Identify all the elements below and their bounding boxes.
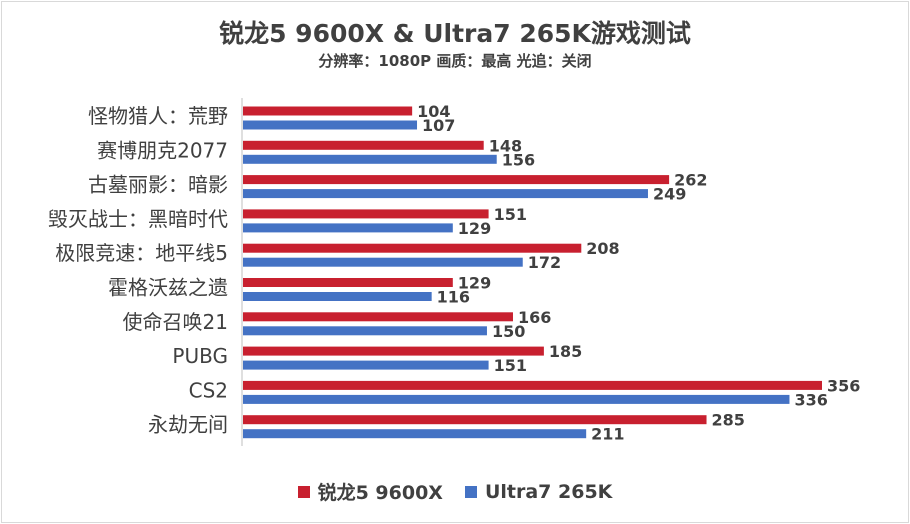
data-label: 116 (437, 288, 470, 307)
bar-ryzen (243, 175, 670, 185)
data-label: 262 (674, 171, 707, 190)
legend-swatch (464, 485, 477, 498)
data-label: 104 (417, 102, 450, 121)
data-label: 336 (794, 390, 827, 409)
category-label: PUBG (172, 344, 228, 368)
bar-ultra (243, 257, 523, 267)
category-label: CS2 (189, 378, 228, 402)
data-label: 151 (494, 356, 527, 375)
data-label: 148 (489, 136, 522, 155)
category-label: 怪物猎人：荒野 (88, 104, 228, 128)
category-label: 赛博朋克2077 (97, 138, 228, 162)
bar-ryzen (243, 346, 544, 356)
data-label: 285 (712, 411, 745, 430)
legend: 锐龙5 9600X Ultra7 265K (0, 478, 910, 505)
bar-ryzen (243, 243, 582, 253)
bar-ryzen (243, 312, 513, 322)
data-label: 172 (528, 253, 561, 272)
chart-title: 锐龙5 9600X & Ultra7 265K游戏测试 (219, 19, 691, 48)
bar-ultra (243, 429, 587, 439)
bar-ultra (243, 189, 648, 199)
legend-item-series-1: Ultra7 265K (464, 478, 613, 505)
bar-ryzen (243, 140, 484, 150)
bar-ryzen (243, 278, 453, 287)
data-label: 151 (494, 205, 527, 224)
bar-ryzen (243, 415, 707, 425)
category-label: 毁灭战士：黑暗时代 (48, 207, 228, 231)
category-label: 霍格沃兹之遗 (108, 276, 228, 300)
data-label: 185 (549, 342, 582, 361)
bar-ryzen (243, 106, 413, 116)
bar-ultra (243, 394, 790, 404)
data-label: 249 (653, 185, 686, 204)
category-label: 使命召唤21 (123, 310, 228, 334)
chart-subtitle: 分辨率：1080P 画质：最高 光追：关闭 (318, 52, 592, 70)
legend-label: 锐龙5 9600X (317, 482, 443, 504)
bar-ultra (243, 292, 432, 301)
category-label: 极限竞速：地平线5 (55, 241, 228, 265)
data-label: 156 (502, 150, 535, 169)
data-label: 129 (458, 219, 491, 238)
legend-item-series-0: 锐龙5 9600X (297, 478, 443, 505)
data-label: 129 (458, 274, 491, 293)
data-label: 208 (586, 239, 619, 258)
data-label: 356 (827, 376, 860, 395)
bar-ultra (243, 120, 418, 130)
bar-ultra (243, 326, 487, 336)
legend-swatch (297, 485, 310, 498)
data-label: 107 (422, 116, 455, 135)
data-label: 211 (591, 425, 624, 444)
bar-ultra (243, 360, 489, 370)
legend-label: Ultra7 265K (484, 480, 613, 503)
category-label: 永劫无间 (148, 413, 228, 437)
bar-ultra (243, 154, 497, 164)
bar-ryzen (243, 380, 822, 390)
bar-ultra (243, 223, 453, 233)
data-label: 150 (492, 322, 525, 341)
category-label: 古墓丽影：暗影 (88, 173, 228, 197)
bar-ryzen (243, 209, 489, 219)
data-label: 166 (518, 308, 551, 327)
